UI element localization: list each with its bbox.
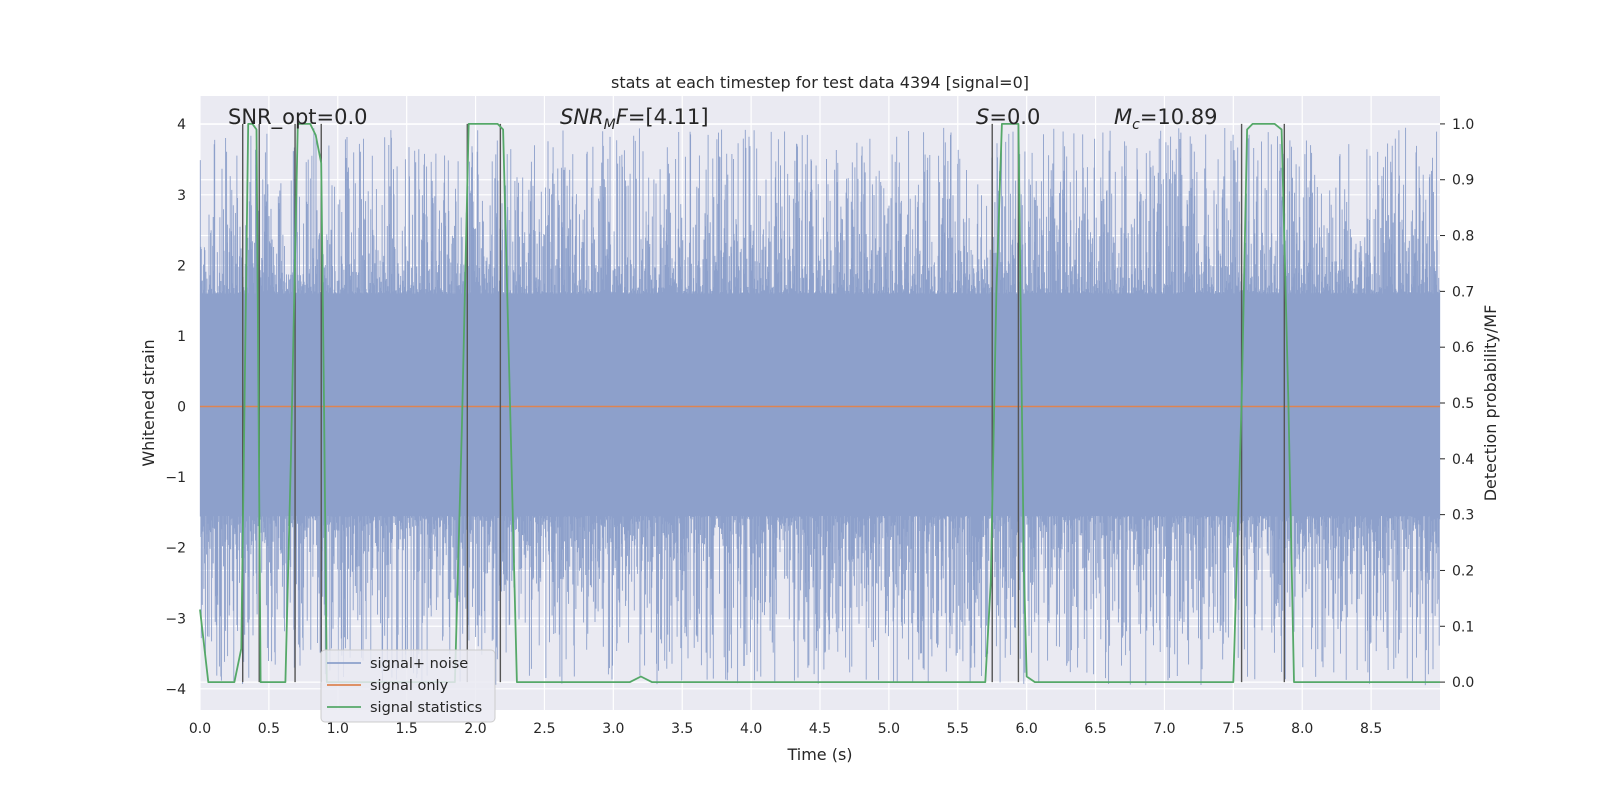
- x-axis-ticks: 0.0 0.5 1.0 1.5 2.0 2.5 3.0 3.5 4.0 4.5 5.0 5.5 6.0 6…: [189, 721, 1382, 737]
- series-signal-noise: [199, 127, 1441, 686]
- x-tick-label: 6.0: [1016, 721, 1038, 737]
- y2-axis-title: Detection probability/MF: [1481, 305, 1500, 502]
- x-tick-label: 0.5: [258, 721, 280, 737]
- annotation-s-value: =0.0: [989, 105, 1040, 129]
- x-tick-label: 1.0: [327, 721, 349, 737]
- y2-tick-label: 0.4: [1452, 452, 1474, 468]
- y2-tick-label: 0.8: [1452, 229, 1474, 245]
- y-axis-title: Whitened strain: [139, 339, 158, 466]
- x-axis-title: Time (s): [786, 745, 852, 764]
- y-tick-label: −3: [165, 611, 186, 627]
- x-tick-label: 6.5: [1084, 721, 1106, 737]
- annotation-mc: Mc=10.89: [1114, 105, 1218, 133]
- y2-tick-label: 0.5: [1452, 396, 1474, 412]
- y-axis-ticks: −4 −3 −2 −1 0 1 2 3 4: [165, 117, 186, 698]
- y2-axis-ticks: 0.0 0.1 0.2 0.3 0.4 0.5 0.6 0.7 0.8 0.9 1.0: [1440, 117, 1474, 691]
- legend-label-signal-noise: signal+ noise: [370, 656, 468, 672]
- chart-title: stats at each timestep for test data 439…: [611, 73, 1029, 92]
- x-tick-label: 3.0: [602, 721, 624, 737]
- annotation-snr-mf-value: =[4.11]: [628, 105, 709, 129]
- x-tick-label: 2.5: [533, 721, 555, 737]
- y2-tick-label: 0.7: [1452, 284, 1474, 300]
- y-tick-label: −4: [165, 682, 186, 698]
- y-tick-label: −1: [165, 470, 186, 486]
- y2-tick-label: 0.2: [1452, 563, 1474, 579]
- y2-tick-label: 0.0: [1452, 675, 1474, 691]
- legend-label-signal-only: signal only: [370, 678, 449, 694]
- y-tick-label: 3: [177, 188, 186, 204]
- x-tick-label: 3.5: [671, 721, 693, 737]
- legend-box: [320, 649, 496, 723]
- legend: signal+ noise signal only signal statist…: [320, 649, 496, 723]
- x-tick-label: 0.0: [189, 721, 211, 737]
- legend-label-signal-statistics: signal statistics: [370, 700, 482, 716]
- x-tick-label: 8.0: [1291, 721, 1313, 737]
- x-tick-label: 4.5: [809, 721, 831, 737]
- y2-tick-label: 0.3: [1452, 508, 1474, 524]
- y-tick-label: 1: [177, 329, 186, 345]
- y-tick-label: 2: [177, 258, 186, 274]
- y2-tick-label: 0.1: [1452, 619, 1474, 635]
- series-signal-statistics: [199, 123, 1440, 683]
- x-tick-label: 7.5: [1222, 721, 1244, 737]
- annotation-snr-opt: SNR_opt=0.0: [228, 105, 368, 130]
- x-tick-label: 2.0: [464, 721, 486, 737]
- x-tick-label: 5.0: [878, 721, 900, 737]
- y2-tick-label: 1.0: [1452, 117, 1474, 133]
- x-tick-label: 7.0: [1153, 721, 1175, 737]
- x-tick-label: 8.5: [1360, 721, 1382, 737]
- annotation-s: S=0.0: [976, 105, 1040, 129]
- annotation-snr-mf: SNRMF=[4.11]: [560, 105, 709, 133]
- y2-tick-label: 0.6: [1452, 340, 1474, 356]
- y-tick-label: 4: [177, 117, 186, 133]
- annotation-mc-value: =10.89: [1140, 105, 1218, 129]
- x-tick-label: 4.0: [740, 721, 762, 737]
- y2-tick-label: 0.9: [1452, 173, 1474, 189]
- x-tick-label: 5.5: [947, 721, 969, 737]
- x-tick-label: 1.5: [396, 721, 418, 737]
- y-tick-label: 0: [177, 400, 186, 416]
- y-tick-label: −2: [165, 541, 186, 557]
